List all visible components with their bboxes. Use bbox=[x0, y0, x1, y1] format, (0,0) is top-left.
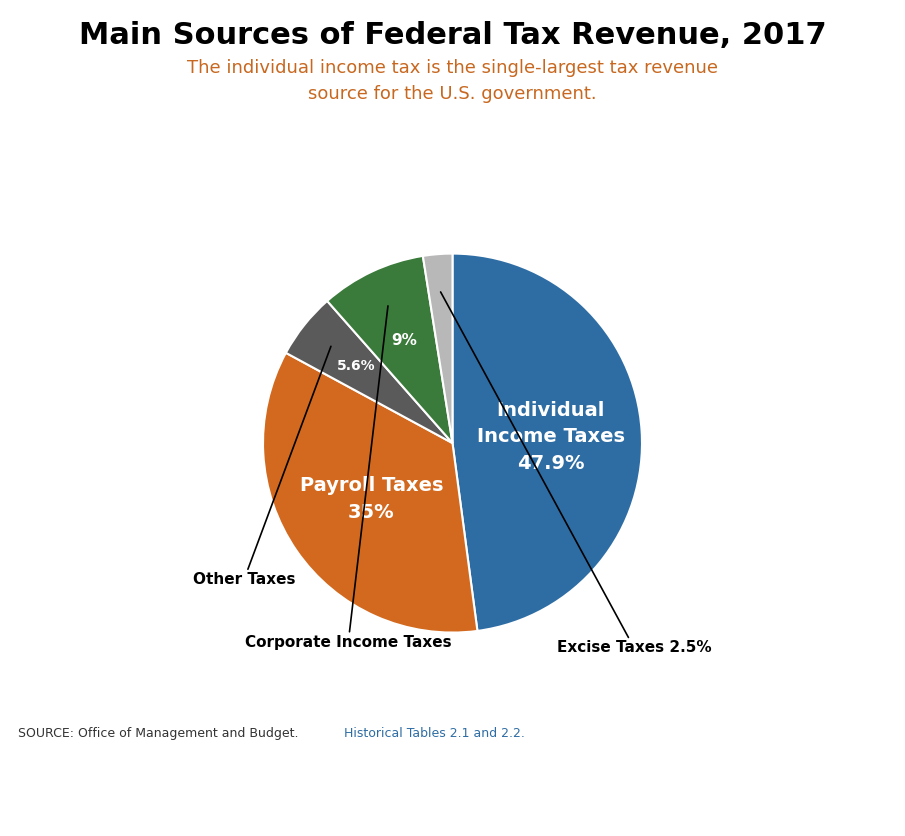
Text: of: of bbox=[258, 793, 273, 810]
Text: SOURCE: Office of Management and Budget.: SOURCE: Office of Management and Budget. bbox=[18, 726, 302, 740]
Text: The individual income tax is the single-largest tax revenue
source for the U.S. : The individual income tax is the single-… bbox=[187, 59, 718, 103]
Wedge shape bbox=[286, 301, 452, 443]
Wedge shape bbox=[452, 253, 642, 631]
Text: Historical Tables 2.1 and 2.2.: Historical Tables 2.1 and 2.2. bbox=[344, 726, 525, 740]
Text: Excise Taxes 2.5%: Excise Taxes 2.5% bbox=[441, 292, 711, 655]
Text: 9%: 9% bbox=[391, 333, 417, 348]
Text: Individual
Income Taxes
47.9%: Individual Income Taxes 47.9% bbox=[477, 400, 624, 472]
Text: Corporate Income Taxes: Corporate Income Taxes bbox=[245, 306, 452, 650]
Wedge shape bbox=[328, 256, 452, 443]
Wedge shape bbox=[423, 253, 452, 443]
Wedge shape bbox=[263, 353, 478, 633]
Text: Other Taxes: Other Taxes bbox=[193, 346, 331, 587]
Text: St. Louis: St. Louis bbox=[285, 794, 358, 809]
Text: Federal Reserve Bank: Federal Reserve Bank bbox=[16, 794, 196, 809]
Text: Payroll Taxes
35%: Payroll Taxes 35% bbox=[300, 477, 443, 522]
Text: Main Sources of Federal Tax Revenue, 2017: Main Sources of Federal Tax Revenue, 201… bbox=[79, 21, 826, 50]
Text: 5.6%: 5.6% bbox=[337, 359, 376, 374]
